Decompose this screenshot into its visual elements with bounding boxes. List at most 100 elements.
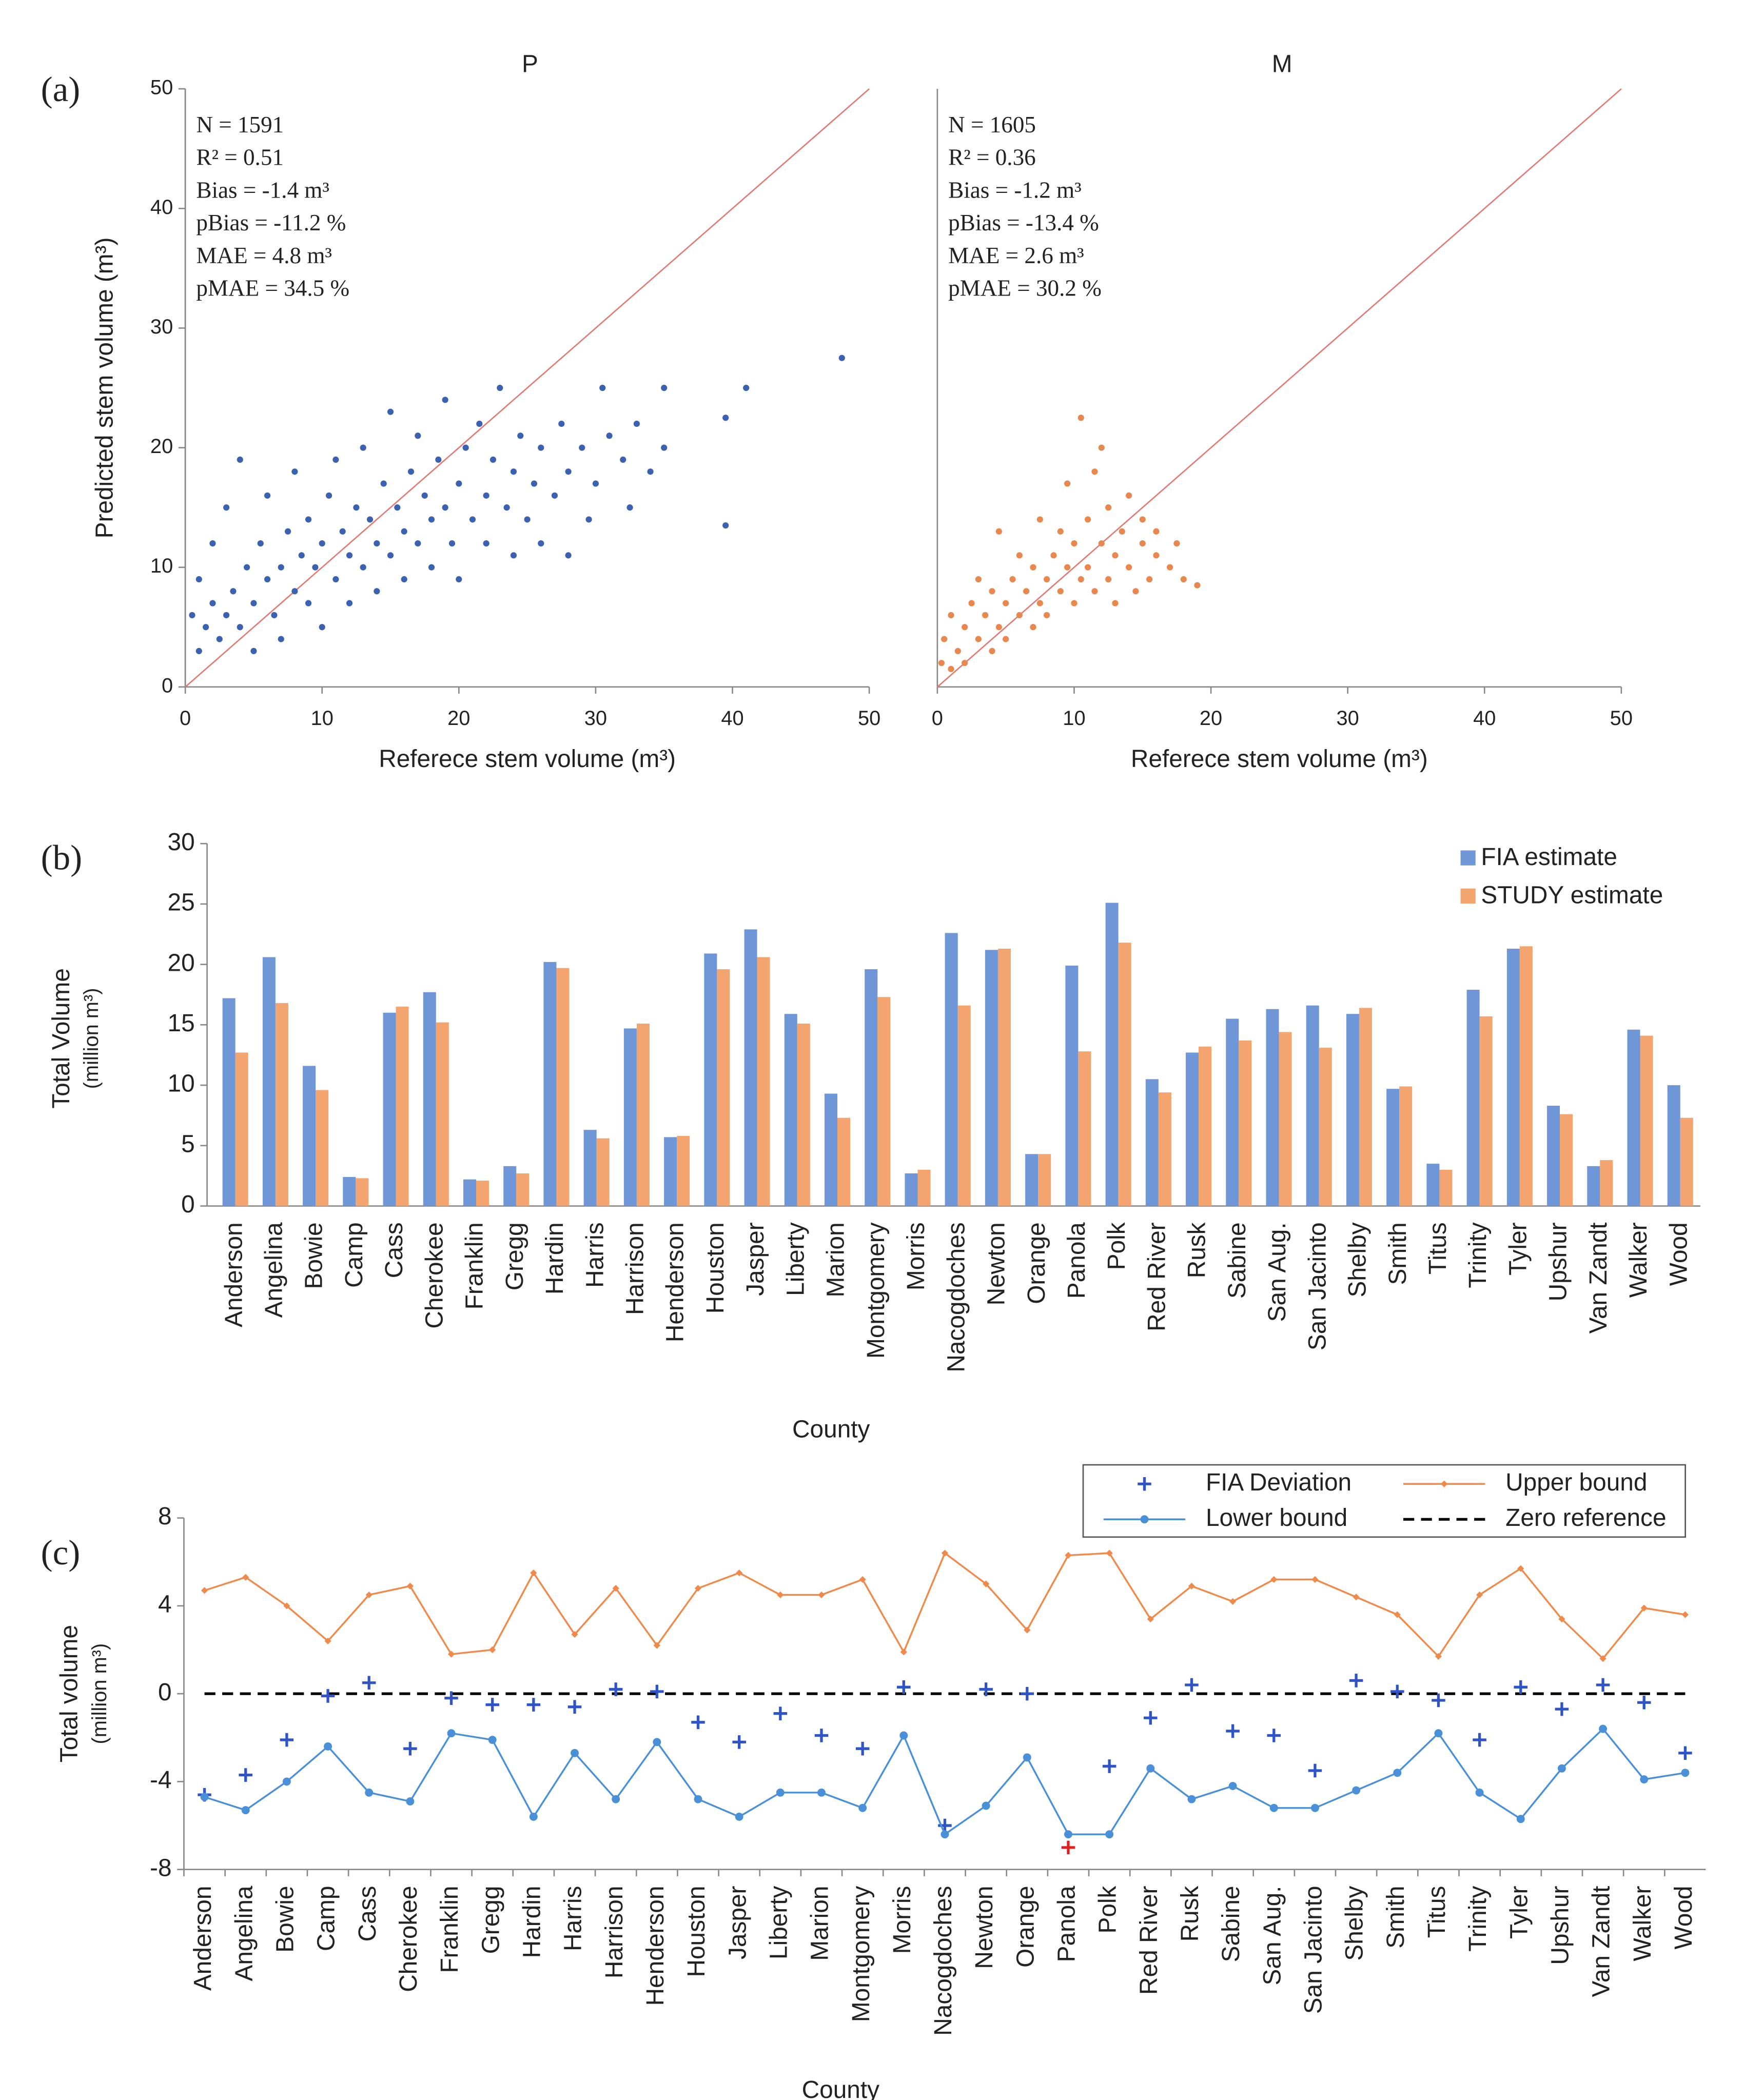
bar <box>1479 1016 1493 1206</box>
point <box>216 636 223 642</box>
point <box>510 552 517 559</box>
bar <box>343 1177 356 1206</box>
x-tick-label: Upshur <box>1547 1886 1574 1965</box>
x-tick-label: Nacogdoches <box>930 1886 957 2036</box>
plus-marker <box>1020 1686 1034 1701</box>
y-tick-label: -8 <box>150 1854 172 1881</box>
plus-marker <box>732 1735 746 1749</box>
bar <box>1560 1114 1573 1206</box>
diamond-marker <box>1311 1576 1319 1583</box>
bar <box>957 1005 971 1206</box>
plus-marker <box>609 1682 623 1696</box>
x-tick-label: Newton <box>971 1886 998 1969</box>
point <box>948 665 954 672</box>
point <box>456 480 462 487</box>
diamond-marker <box>1640 1604 1648 1612</box>
y-tick-label: 0 <box>162 674 173 697</box>
x-tick-label: Nacogdoches <box>943 1222 970 1372</box>
x-tick-label: 50 <box>858 707 880 730</box>
plus-marker <box>280 1733 294 1747</box>
y-tick-label: 25 <box>168 889 195 916</box>
point <box>585 516 592 523</box>
x-tick-label: 0 <box>932 707 943 730</box>
diamond-marker <box>1229 1598 1237 1605</box>
plus-marker <box>567 1700 582 1714</box>
diamond-marker <box>1147 1615 1154 1623</box>
point <box>250 647 257 655</box>
circle-marker <box>1269 1803 1278 1812</box>
circle-marker <box>982 1801 990 1810</box>
x-tick-label: 30 <box>1337 707 1359 730</box>
plus-marker <box>1432 1693 1445 1708</box>
point <box>743 384 750 391</box>
bar <box>717 969 730 1206</box>
circle-marker <box>241 1806 250 1815</box>
point <box>442 504 448 511</box>
x-tick-label: San Aug. <box>1264 1222 1291 1322</box>
plus-marker <box>1555 1702 1569 1716</box>
plus-marker <box>1061 1840 1075 1855</box>
point <box>394 504 401 511</box>
bar <box>824 1093 838 1206</box>
bar <box>1226 1018 1239 1206</box>
point <box>838 355 845 361</box>
legend-label: Upper bound <box>1505 1469 1647 1496</box>
circle-marker <box>1352 1786 1361 1795</box>
x-tick-label: Shelby <box>1344 1222 1372 1297</box>
point <box>962 624 968 631</box>
circle-marker <box>365 1788 374 1797</box>
x-tick-label: 0 <box>180 707 191 730</box>
x-tick-label: Gregg <box>501 1222 528 1290</box>
bar <box>677 1135 690 1206</box>
x-tick-label: Rusk <box>1184 1222 1211 1278</box>
bar <box>784 1014 797 1206</box>
diamond-marker <box>365 1591 373 1599</box>
x-tick-label: Morris <box>903 1222 930 1290</box>
x-tick-label: Franklin <box>461 1222 488 1309</box>
diamond-marker <box>1188 1582 1196 1589</box>
point <box>456 576 462 583</box>
bar <box>1627 1029 1640 1206</box>
point <box>291 588 298 595</box>
y-tick-label: -4 <box>150 1767 172 1794</box>
plus-marker <box>773 1706 788 1720</box>
bar <box>1065 966 1079 1206</box>
x-tick-label: Polk <box>1103 1222 1130 1270</box>
plus-marker <box>1185 1678 1199 1692</box>
y-tick-label: 10 <box>150 555 173 577</box>
diamond-marker <box>859 1576 866 1583</box>
bar <box>797 1024 810 1206</box>
point <box>325 492 332 499</box>
point <box>1098 540 1105 547</box>
x-tick-label: Gregg <box>477 1886 504 1954</box>
bar <box>463 1179 477 1206</box>
bar <box>1426 1164 1440 1206</box>
bar <box>1038 1154 1051 1206</box>
circle-marker <box>1557 1764 1566 1773</box>
bar <box>1547 1106 1560 1206</box>
x-tick-label: Wood <box>1665 1222 1692 1286</box>
point <box>1153 528 1160 535</box>
point <box>1023 588 1030 595</box>
plus-marker <box>1138 1477 1151 1491</box>
point <box>415 433 421 439</box>
point <box>995 624 1002 631</box>
annotation: pBias = -11.2 % <box>196 210 346 235</box>
circle-marker <box>200 1793 209 1801</box>
circle-marker <box>776 1788 785 1797</box>
circle-marker <box>1140 1515 1149 1524</box>
point <box>1064 480 1071 487</box>
point <box>989 647 995 655</box>
point <box>203 624 209 631</box>
point <box>1071 600 1078 606</box>
point <box>975 576 982 583</box>
point <box>1105 504 1112 511</box>
bar <box>583 1130 597 1206</box>
circle-marker <box>1310 1803 1319 1812</box>
annotation: MAE = 2.6 m³ <box>948 243 1084 268</box>
y-tick-label: 15 <box>168 1010 195 1037</box>
series-line <box>204 1728 1686 1836</box>
bar <box>1158 1092 1171 1206</box>
x-tick-label: Harris <box>560 1886 587 1951</box>
